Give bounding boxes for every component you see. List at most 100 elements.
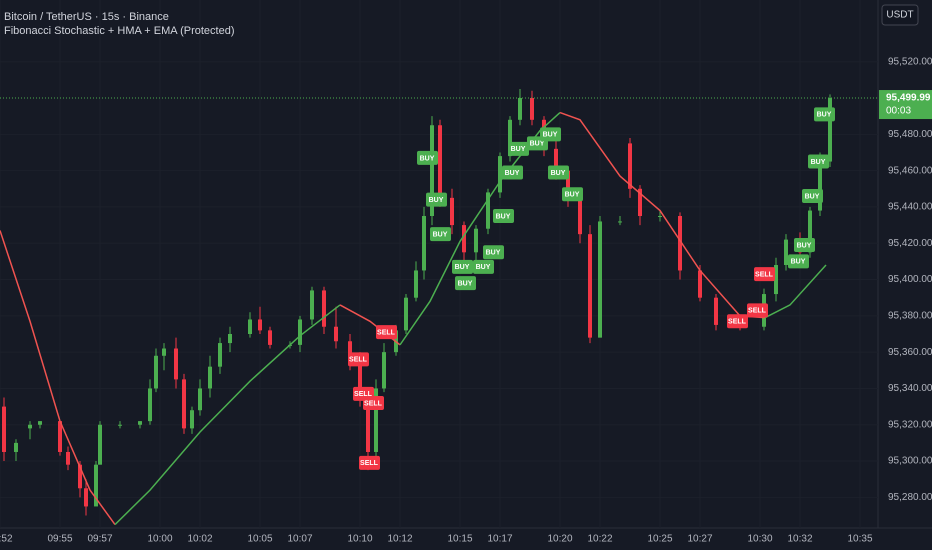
signal-label: BUY [805, 193, 820, 200]
signal-label: SELL [377, 330, 396, 337]
candle-body [334, 326, 338, 342]
x-tick-label: 10:20 [547, 534, 572, 545]
signal-label: SELL [354, 391, 373, 398]
candle-body [154, 355, 158, 389]
signal-label: BUY [476, 264, 491, 271]
signal-marker [788, 254, 809, 269]
candle-body [84, 488, 88, 507]
candle-body [348, 341, 352, 362]
chart-title: Bitcoin / TetherUS · 15s · Binance [4, 11, 169, 23]
y-tick-label: 95,280.00 [888, 492, 932, 503]
candle-body [828, 98, 832, 162]
y-tick-label: 95,520.00 [888, 56, 932, 67]
candle-body [818, 161, 822, 211]
signal-marker [473, 259, 494, 274]
signal-label: BUY [543, 132, 558, 139]
candle-body [678, 216, 682, 271]
axes: 95,280.00 95,300.00 95,320.00 95,340.00 95,3… [0, 56, 932, 545]
x-tick-label: 10:12 [387, 534, 412, 545]
candle-body [422, 216, 426, 271]
x-tick-label: 10:15 [447, 534, 472, 545]
x-tick-label: 10:17 [487, 534, 512, 545]
signal-marker [794, 238, 815, 253]
signal-marker [727, 314, 748, 329]
signal-label: SELL [364, 400, 383, 407]
x-tick-label: 10:27 [687, 534, 712, 545]
signal-marker [754, 267, 775, 282]
signal-label: SELL [728, 319, 747, 326]
signal-label: BUY [505, 170, 520, 177]
candle-body [462, 225, 466, 253]
candle-body [366, 397, 370, 452]
y-tick-label: 95,480.00 [888, 129, 932, 140]
signal-label: BUY [420, 155, 435, 162]
candle-body [530, 98, 534, 120]
candle-body [138, 421, 142, 425]
signal-marker [483, 245, 504, 260]
candle-body [298, 319, 302, 345]
signal-label: BUY [565, 192, 580, 199]
signal-marker [508, 141, 529, 156]
signal-marker [426, 192, 447, 207]
x-tick-label: 09:57 [87, 534, 112, 545]
candle-body [182, 379, 186, 429]
x-tick-label: 10:10 [347, 534, 372, 545]
candle-body [698, 270, 702, 298]
signal-marker [540, 127, 561, 142]
currency-label: USDT [886, 10, 913, 21]
x-tick-label: 09:52 [0, 534, 13, 545]
candle-body [566, 170, 570, 198]
candle-body [208, 366, 212, 389]
candle-body [148, 388, 152, 422]
signal-label: SELL [748, 308, 767, 315]
signal-label: BUY [486, 250, 501, 257]
candle-body [218, 343, 222, 367]
countdown-label: 00:03 [886, 106, 911, 117]
signal-marker [417, 150, 438, 165]
candle-body [174, 348, 178, 380]
signal-marker [493, 209, 514, 224]
y-tick-label: 95,340.00 [888, 383, 932, 394]
candle-body [554, 148, 558, 171]
signal-label: SELL [349, 357, 368, 364]
x-tick-label: 10:00 [147, 534, 172, 545]
x-tick-label: 10:07 [287, 534, 312, 545]
candle-body [78, 464, 82, 489]
signal-marker [548, 165, 569, 180]
candle-body [714, 297, 718, 325]
currency-button[interactable] [881, 4, 919, 26]
candle-body [14, 442, 18, 452]
signal-label: BUY [530, 141, 545, 148]
x-tick-label: 10:25 [647, 534, 672, 545]
signal-label: BUY [797, 242, 812, 249]
ema-line [0, 230, 116, 526]
y-tick-label: 95,360.00 [888, 347, 932, 358]
signal-marker [747, 303, 768, 318]
signal-marker [502, 165, 523, 180]
signal-label: BUY [429, 197, 444, 204]
candle-body [774, 265, 778, 295]
candle-body [618, 221, 622, 223]
candle-body [58, 421, 62, 452]
candle-body [38, 421, 42, 425]
candle-body [358, 361, 362, 398]
x-tick-label: 10:35 [847, 534, 872, 545]
y-tick-label: 95,420.00 [888, 238, 932, 249]
candle-body [414, 270, 418, 298]
y-tick-label: 95,320.00 [888, 419, 932, 430]
x-tick-label: 10:32 [787, 534, 812, 545]
x-tick-label: 10:05 [247, 534, 272, 545]
candle-body [588, 234, 592, 338]
candle-body [258, 319, 262, 331]
signal-marker [802, 189, 823, 204]
signal-marker [452, 259, 473, 274]
candle-body [248, 319, 252, 334]
y-tick-label: 95,440.00 [888, 202, 932, 213]
candle-body [784, 239, 788, 266]
candle-body [808, 210, 812, 253]
candle-body [28, 424, 32, 429]
x-tick-label: 09:55 [47, 534, 72, 545]
ema-line [114, 304, 341, 526]
